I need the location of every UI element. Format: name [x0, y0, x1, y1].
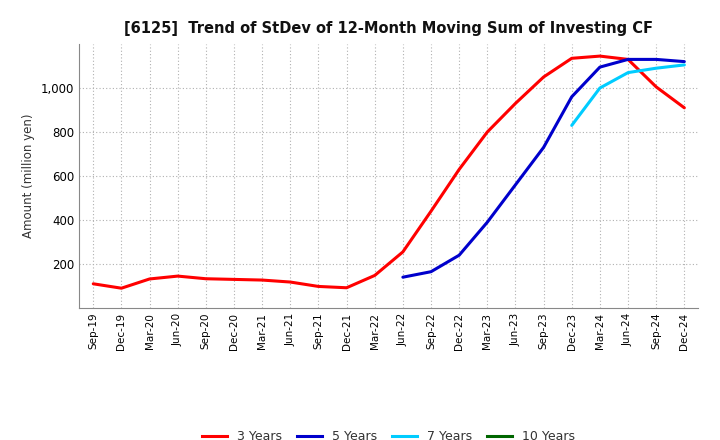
5 Years [680, 59, 688, 64]
3 Years [483, 129, 492, 135]
3 Years [539, 74, 548, 80]
5 Years [539, 145, 548, 150]
3 Years [117, 286, 126, 291]
Legend: 3 Years, 5 Years, 7 Years, 10 Years: 3 Years, 5 Years, 7 Years, 10 Years [197, 425, 580, 440]
Title: [6125]  Trend of StDev of 12-Month Moving Sum of Investing CF: [6125] Trend of StDev of 12-Month Moving… [125, 21, 653, 36]
3 Years [286, 279, 294, 285]
5 Years [624, 57, 632, 62]
3 Years [511, 101, 520, 106]
5 Years [595, 64, 604, 70]
7 Years [595, 85, 604, 91]
7 Years [680, 62, 688, 67]
5 Years [399, 275, 408, 280]
3 Years [624, 57, 632, 62]
3 Years [89, 281, 98, 286]
3 Years [427, 209, 436, 214]
3 Years [567, 55, 576, 61]
3 Years [370, 273, 379, 278]
3 Years [174, 273, 182, 279]
Line: 5 Years: 5 Years [403, 59, 684, 277]
3 Years [399, 249, 408, 254]
3 Years [258, 278, 266, 283]
3 Years [455, 167, 464, 172]
7 Years [624, 70, 632, 75]
7 Years [652, 66, 660, 71]
7 Years [567, 123, 576, 128]
Y-axis label: Amount (million yen): Amount (million yen) [22, 114, 35, 238]
Line: 3 Years: 3 Years [94, 56, 684, 288]
5 Years [455, 253, 464, 258]
5 Years [567, 94, 576, 99]
5 Years [483, 220, 492, 225]
3 Years [342, 285, 351, 290]
3 Years [595, 53, 604, 59]
5 Years [511, 182, 520, 187]
3 Years [652, 84, 660, 90]
Line: 7 Years: 7 Years [572, 65, 684, 125]
3 Years [680, 105, 688, 110]
3 Years [314, 284, 323, 289]
5 Years [652, 57, 660, 62]
3 Years [230, 277, 238, 282]
3 Years [145, 276, 154, 282]
3 Years [202, 276, 210, 282]
5 Years [427, 269, 436, 275]
